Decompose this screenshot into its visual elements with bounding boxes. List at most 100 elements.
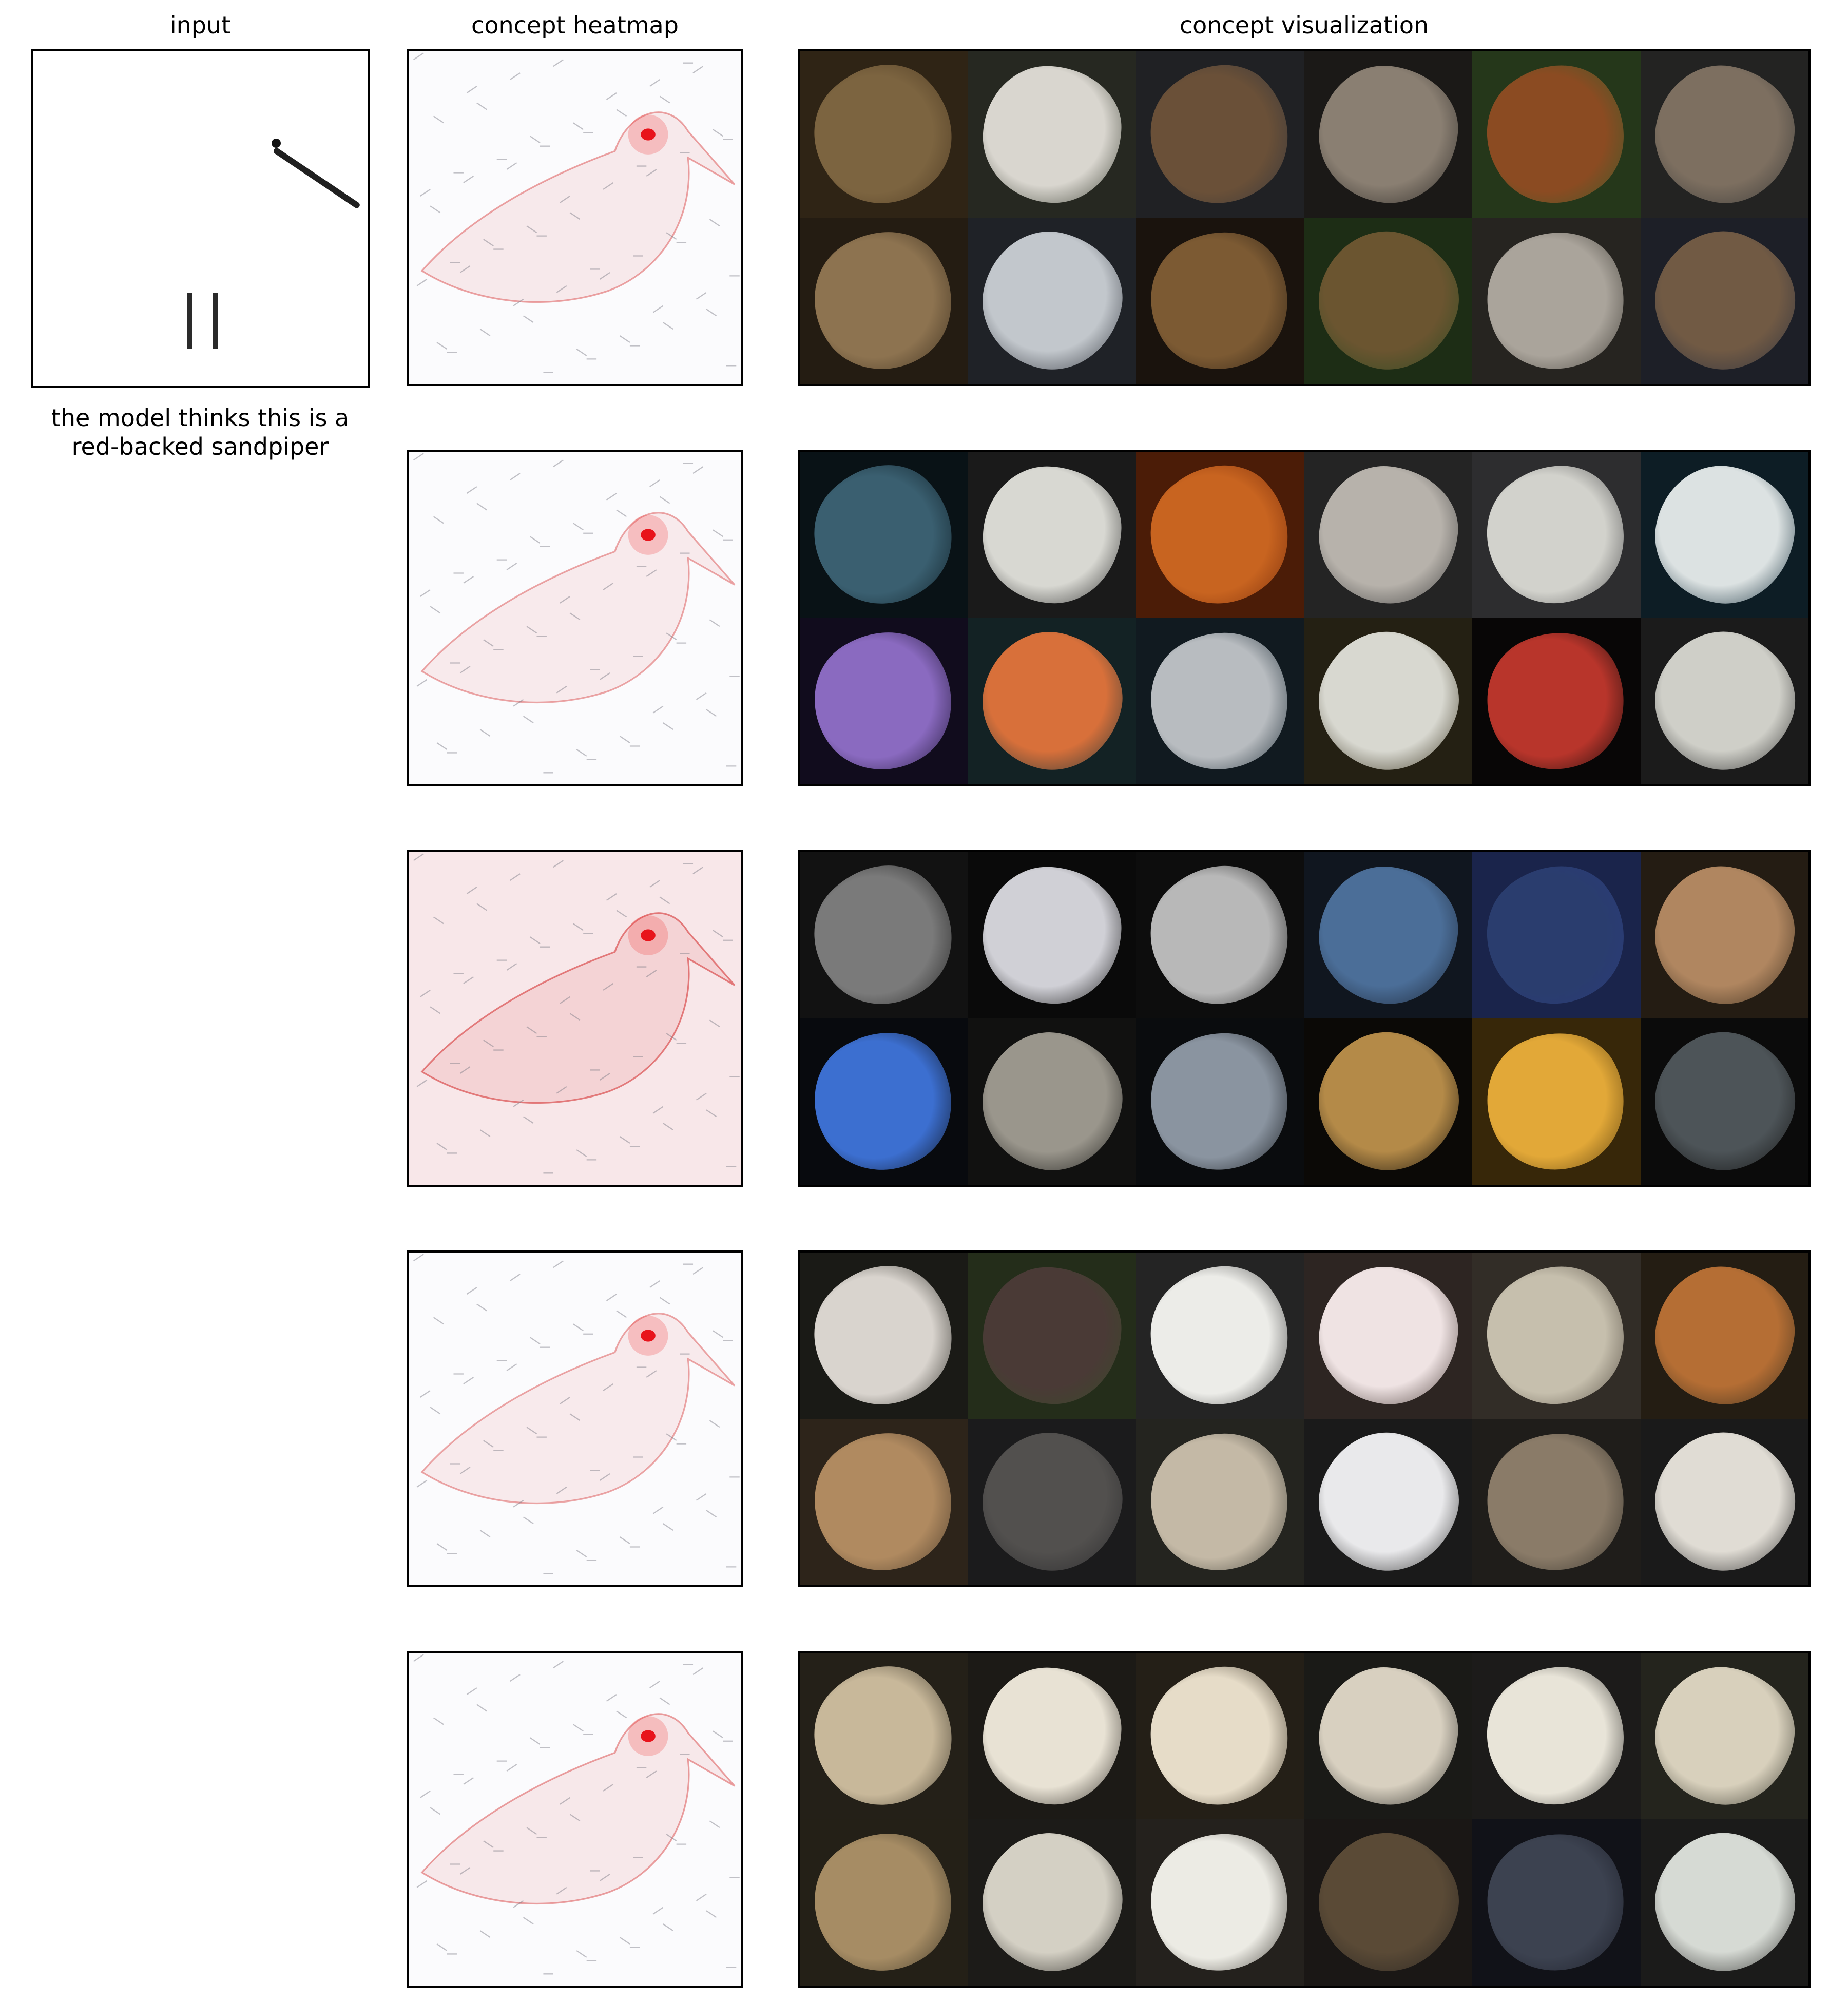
concept-example-tile <box>968 51 1136 218</box>
heatmap-texture-stroke <box>576 349 587 356</box>
heatmap-texture-stroke <box>706 709 717 717</box>
heatmap-texture-stroke <box>576 749 587 757</box>
heatmap-texture-stroke <box>599 1473 610 1481</box>
heatmap-background-activation <box>409 852 741 1185</box>
heatmap-texture-stroke <box>560 595 570 604</box>
concept-example-tile <box>800 1253 968 1419</box>
heatmap-texture-stroke <box>576 1149 587 1157</box>
concept-example-tile <box>1640 1819 1808 1986</box>
heatmap-texture-stroke <box>479 729 491 737</box>
heatmap-texture-stroke <box>603 583 614 590</box>
concept-example-tile <box>800 618 968 784</box>
heatmap-texture-stroke <box>556 1886 567 1895</box>
concept-example-tile <box>968 1253 1136 1419</box>
caption-line-1: the model thinks this is a <box>51 404 350 432</box>
heatmap-texture-stroke <box>553 1661 564 1669</box>
concept-example-tile <box>1304 1419 1472 1585</box>
heatmap-texture-stroke <box>506 563 517 570</box>
heatmap-texture-stroke <box>463 576 474 584</box>
heatmap-texture-stroke <box>483 1840 494 1849</box>
heatmap-texture-stroke <box>436 1543 448 1551</box>
heatmap-texture-stroke <box>599 1873 610 1881</box>
bird-leg <box>213 293 218 349</box>
heatmap-texture-stroke <box>569 1413 581 1421</box>
heatmap-texture-stroke <box>569 1013 581 1021</box>
heatmap-texture-stroke <box>430 1006 441 1014</box>
heatmap-texture-stroke <box>483 1040 494 1048</box>
heatmap-bird-outline <box>420 111 736 303</box>
concept-example-tile <box>1304 852 1472 1018</box>
heatmap-texture-stroke <box>420 188 431 197</box>
concept-example-tile <box>968 1419 1136 1585</box>
heatmap-hotspot <box>641 1330 656 1342</box>
heatmap-texture-stroke <box>606 92 617 100</box>
heatmap-bird-outline <box>420 512 736 703</box>
concept-example-tile <box>1640 452 1808 618</box>
concept-example-tile <box>968 618 1136 784</box>
concept-example-tile <box>1640 1653 1808 1819</box>
heatmap-bird-outline <box>420 912 736 1104</box>
heatmap-texture-stroke <box>652 1907 664 1915</box>
heatmap-texture-stroke <box>506 1363 517 1371</box>
heatmap-texture-stroke <box>476 102 487 110</box>
concept-example-tile <box>1136 1653 1304 1819</box>
concept-example-tile <box>1472 1018 1641 1185</box>
input-header: input <box>169 11 231 39</box>
heatmap-texture-stroke <box>523 716 534 724</box>
heatmap-texture-stroke <box>573 122 584 130</box>
heatmap-texture-stroke <box>416 679 428 687</box>
heatmap-texture-stroke <box>652 1506 664 1514</box>
heatmap-texture-stroke <box>666 632 677 641</box>
heatmap-texture-stroke <box>526 1827 537 1835</box>
heatmap-texture-stroke <box>560 1396 570 1404</box>
heatmap-texture-stroke <box>619 1937 630 1945</box>
heatmap-texture-stroke <box>709 1820 720 1828</box>
heatmap-texture-stroke <box>576 1950 587 1958</box>
heatmap-bird-outline <box>420 1313 736 1504</box>
heatmap-texture-stroke <box>649 880 660 888</box>
heatmap-texture-stroke <box>696 1493 707 1501</box>
concept-visualization-grid <box>798 450 1811 786</box>
heatmap-texture-stroke <box>646 970 657 977</box>
heatmap-texture-stroke <box>569 212 581 220</box>
concept-example-tile <box>1304 452 1472 618</box>
heatmap-hotspot <box>641 929 656 941</box>
heatmap-texture-stroke <box>599 672 610 680</box>
heatmap-texture-stroke <box>659 95 670 104</box>
heatmap-texture-stroke <box>692 1667 704 1676</box>
heatmap-texture-stroke <box>713 129 723 137</box>
concept-example-tile <box>800 1018 968 1185</box>
concept-example-tile <box>1304 218 1472 384</box>
heatmap-texture-stroke <box>529 1737 541 1745</box>
heatmap-texture-stroke <box>663 722 673 730</box>
heatmap-hotspot <box>641 529 656 541</box>
heatmap-texture-stroke <box>526 626 537 634</box>
heatmap-texture-stroke <box>709 1420 720 1428</box>
concept-example-tile <box>1136 1253 1304 1419</box>
heatmap-texture-stroke <box>430 1807 441 1815</box>
heatmap-texture-stroke <box>510 72 521 81</box>
concept-example-tile <box>1640 1018 1808 1185</box>
heatmap-texture-stroke <box>466 887 477 894</box>
heatmap-texture-stroke <box>603 983 614 991</box>
heatmap-texture-stroke <box>706 1510 717 1518</box>
input-image <box>31 49 370 388</box>
heatmap-texture-stroke <box>476 1704 487 1712</box>
heatmap-texture-stroke <box>706 309 717 317</box>
heatmap-texture-stroke <box>526 225 537 234</box>
heatmap-texture-stroke <box>513 1900 524 1908</box>
heatmap-texture-stroke <box>436 342 448 350</box>
concept-heatmap <box>407 49 743 386</box>
bird-leg <box>187 293 192 349</box>
heatmap-texture-stroke <box>436 742 448 750</box>
heatmap-texture-stroke <box>506 162 517 170</box>
concept-example-tile <box>800 51 968 218</box>
concept-example-tile <box>800 1819 968 1986</box>
heatmap-texture-stroke <box>459 1066 471 1074</box>
heatmap-texture-stroke <box>663 1123 673 1131</box>
heatmap-texture-stroke <box>616 509 627 517</box>
concept-example-tile <box>1136 1819 1304 1986</box>
heatmap-texture-stroke <box>523 315 534 323</box>
heatmap-texture-stroke <box>556 1086 567 1094</box>
heatmap-texture-stroke <box>479 1129 491 1137</box>
